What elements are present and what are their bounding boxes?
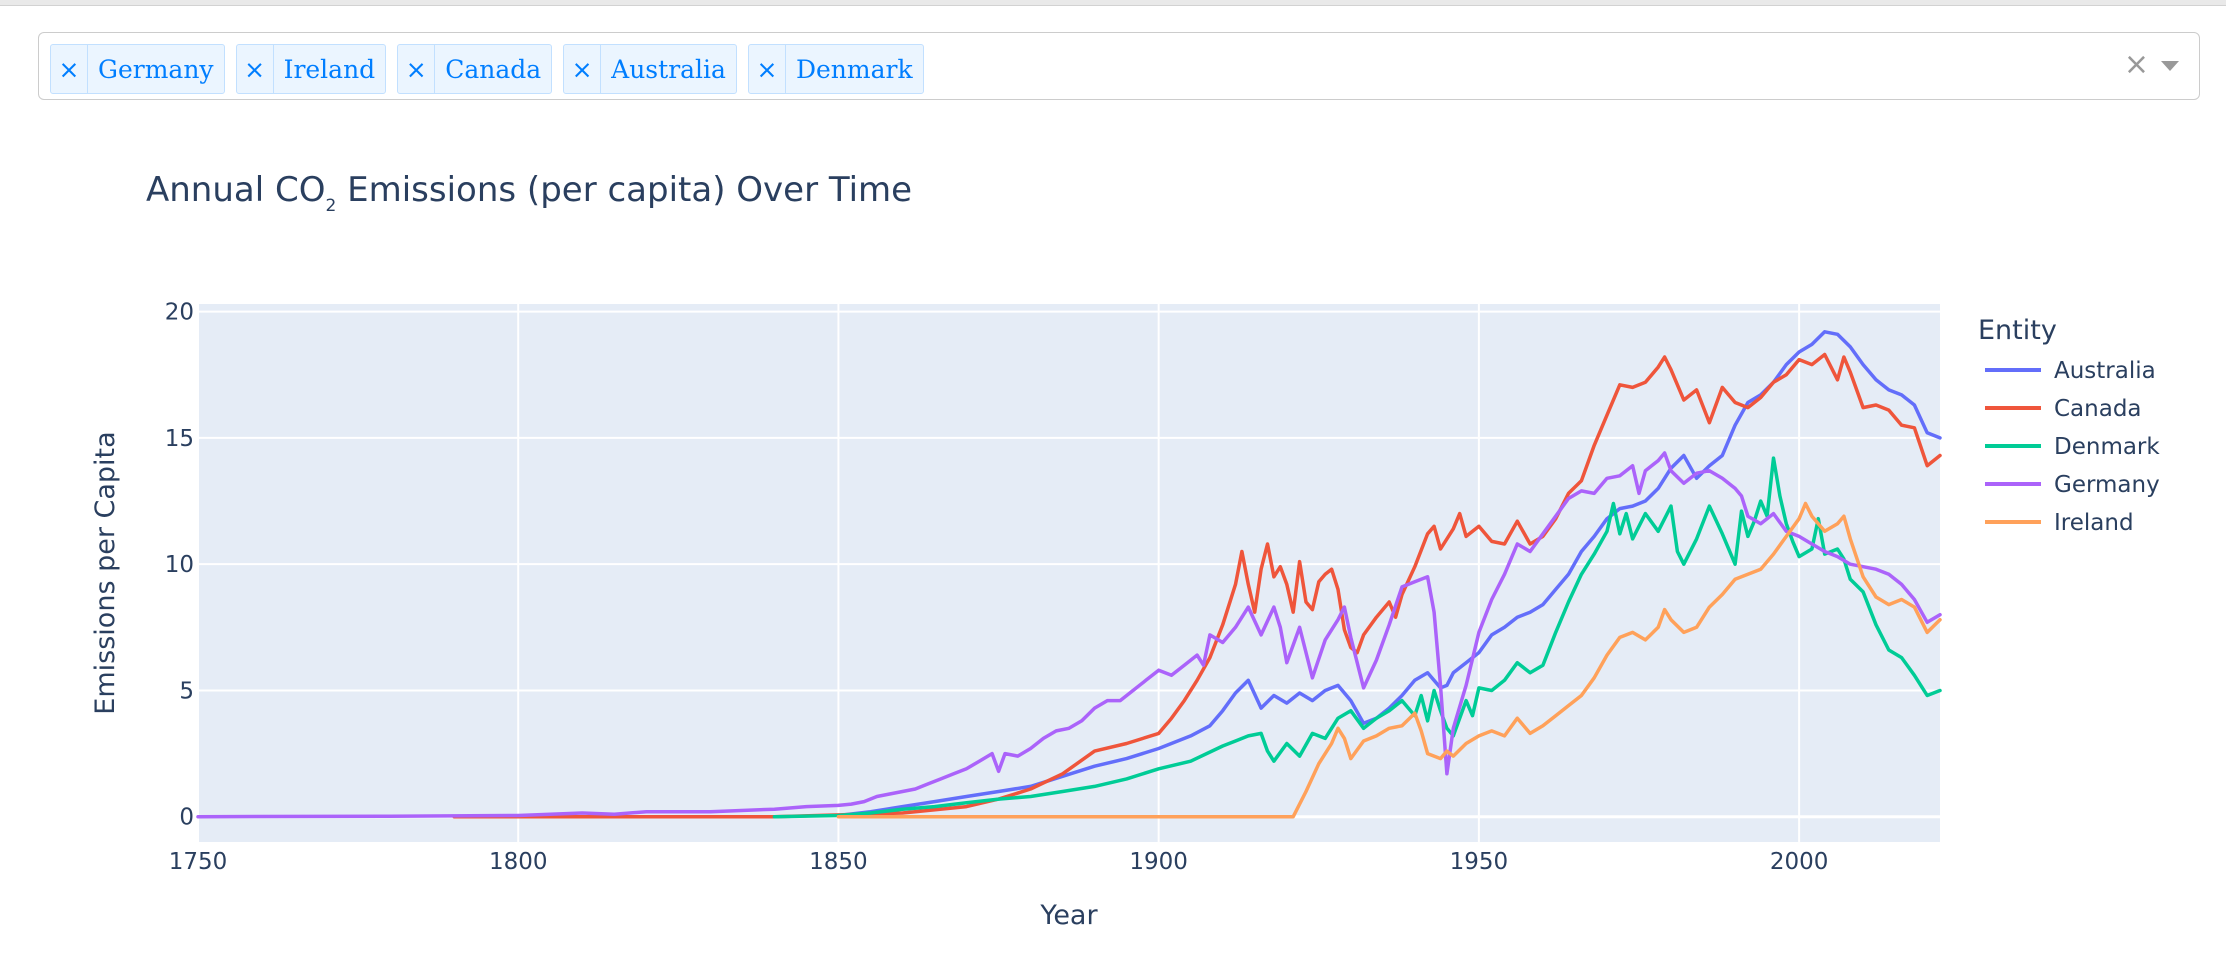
y-tick-label: 15 xyxy=(165,426,194,452)
remove-tag-icon[interactable]: × xyxy=(749,45,786,93)
top-rule xyxy=(0,0,2226,6)
x-tick-label: 1750 xyxy=(169,849,228,875)
tag-canada[interactable]: × Canada xyxy=(397,44,553,94)
tag-label: Ireland xyxy=(283,54,376,84)
series-line-denmark xyxy=(772,456,1942,819)
title-suffix: Emissions (per capita) Over Time xyxy=(336,170,912,210)
tag-label: Canada xyxy=(445,54,542,84)
tick-labels: 1750 1800 1850 1900 1950 2000 0 5 10 15 20 xyxy=(165,300,1829,875)
title-subscript: 2 xyxy=(326,196,337,216)
series-line-germany xyxy=(196,451,1942,819)
y-axis-label: Emissions per Capita xyxy=(90,431,121,714)
remove-tag-icon[interactable]: × xyxy=(564,45,602,93)
series-line-ireland xyxy=(836,501,1942,819)
tag-australia[interactable]: × Australia xyxy=(563,44,737,94)
y-tick-label: 5 xyxy=(179,678,194,704)
y-tick-label: 10 xyxy=(165,552,194,578)
tag-ireland[interactable]: × Ireland xyxy=(235,44,387,94)
legend: Entity Australia Canada Denmark Germany Irela… xyxy=(1978,315,2160,536)
title-prefix: Annual CO xyxy=(146,170,326,210)
series-line-canada xyxy=(452,352,1942,819)
chart-title: Annual CO2 Emissions (per capita) Over T… xyxy=(146,170,912,216)
tag-label: Australia xyxy=(611,54,726,84)
x-tick-label: 1800 xyxy=(489,849,548,875)
y-tick-label: 20 xyxy=(165,300,194,326)
remove-tag-icon[interactable]: × xyxy=(237,45,274,93)
series-line-australia xyxy=(836,330,1942,818)
y-tick-label: 0 xyxy=(179,805,194,831)
legend-label-canada: Canada xyxy=(2054,396,2142,422)
country-multi-select[interactable]: × Germany × Ireland × Canada × Australia × Denmar… xyxy=(38,32,2200,100)
x-tick-label: 1900 xyxy=(1129,849,1188,875)
dropdown-arrow-icon[interactable] xyxy=(2161,61,2179,71)
x-tick-label: 2000 xyxy=(1770,849,1829,875)
tag-label: Denmark xyxy=(795,54,913,84)
series-lines xyxy=(196,330,1942,819)
tag-denmark[interactable]: × Denmark xyxy=(747,44,924,94)
legend-label-ireland: Ireland xyxy=(2054,510,2134,536)
tag-label: Germany xyxy=(98,54,214,84)
remove-tag-icon[interactable]: × xyxy=(51,45,88,93)
remove-tag-icon[interactable]: × xyxy=(398,45,436,93)
plot-area[interactable] xyxy=(198,304,1940,842)
x-tick-label: 1950 xyxy=(1450,849,1509,875)
selected-tags: × Germany × Ireland × Canada × Australia × Denmar… xyxy=(50,44,924,94)
clear-all-icon[interactable]: × xyxy=(2123,47,2149,82)
legend-label-denmark: Denmark xyxy=(2054,434,2160,460)
legend-title: Entity xyxy=(1978,315,2057,346)
tag-germany[interactable]: × Germany xyxy=(50,44,225,94)
legend-label-germany: Germany xyxy=(2054,472,2160,498)
x-axis-label: Year xyxy=(1039,900,1098,931)
x-tick-label: 1850 xyxy=(809,849,868,875)
legend-label-australia: Australia xyxy=(2054,358,2156,384)
